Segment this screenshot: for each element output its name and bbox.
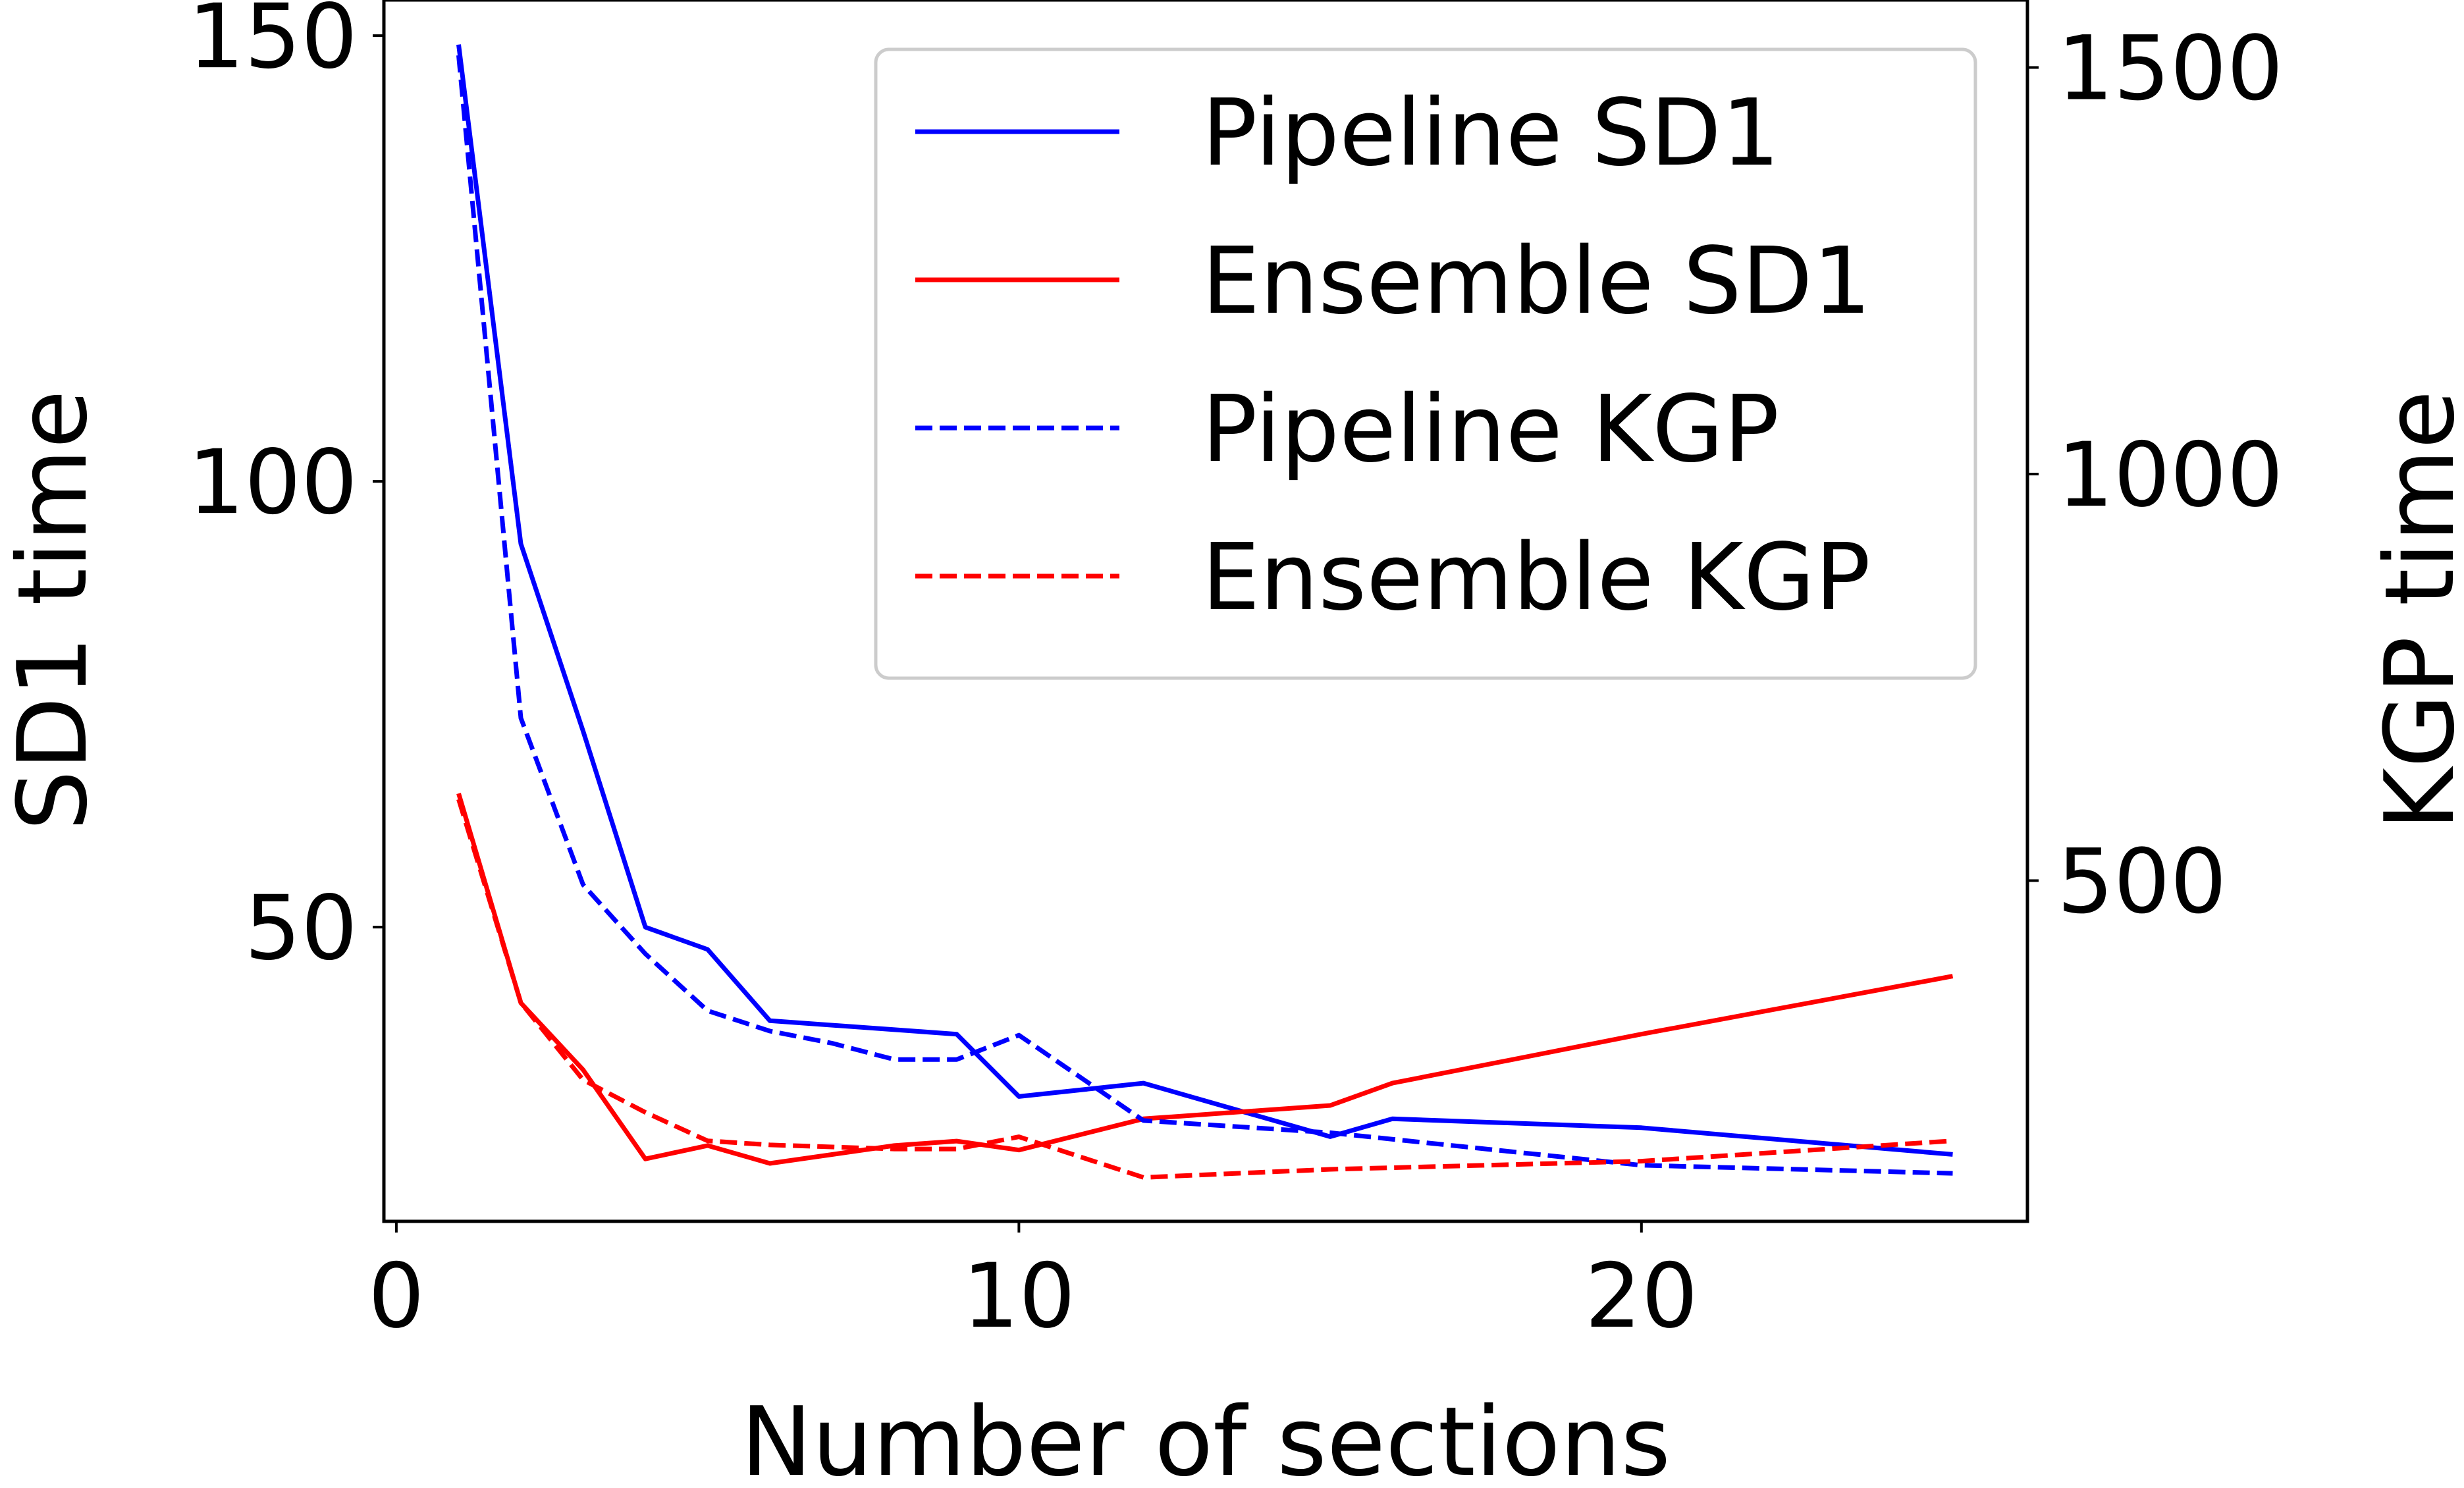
x-tick-label: 20 bbox=[1585, 1244, 1698, 1348]
x-tick-label: 0 bbox=[368, 1244, 425, 1348]
x-tick-label: 10 bbox=[962, 1244, 1075, 1348]
y-tick-label-right: 1500 bbox=[2057, 17, 2284, 120]
legend-label-pipeline-kgp: Pipeline KGP bbox=[1202, 376, 1779, 483]
y-tick-label-left: 50 bbox=[244, 876, 358, 980]
y-tick-label-left: 100 bbox=[188, 431, 358, 534]
y-tick-label-left: 150 bbox=[188, 0, 358, 88]
series-line-pipeline-sd1 bbox=[456, 44, 1953, 1157]
y-axis-label-right: KGP time bbox=[2365, 390, 2464, 831]
legend: Pipeline SD1 Ensemble SD1 Pipeline KGP Ense… bbox=[874, 47, 1977, 680]
series-line-pipeline-kgp bbox=[456, 55, 1953, 1176]
legend-box bbox=[874, 47, 1977, 680]
y-tick-label-right: 500 bbox=[2057, 830, 2227, 934]
series-line-ensemble-kgp bbox=[456, 798, 1953, 1180]
plot-frame bbox=[382, 0, 2029, 1223]
series-layer bbox=[456, 44, 1954, 1180]
y-axis-label-left: SD1 time bbox=[0, 390, 109, 831]
legend-label-ensemble-sd1: Ensemble SD1 bbox=[1202, 228, 1871, 335]
legend-label-ensemble-kgp: Ensemble KGP bbox=[1202, 524, 1871, 631]
y-tick-label-right: 1000 bbox=[2057, 423, 2284, 527]
x-axis-label: Number of sections bbox=[741, 1387, 1671, 1488]
legend-label-pipeline-sd1: Pipeline SD1 bbox=[1202, 80, 1780, 187]
ticks-layer: 0 10 20 50 100 150 500 1000 1500 bbox=[188, 0, 2283, 1348]
series-line-ensemble-sd1 bbox=[456, 793, 1954, 1166]
